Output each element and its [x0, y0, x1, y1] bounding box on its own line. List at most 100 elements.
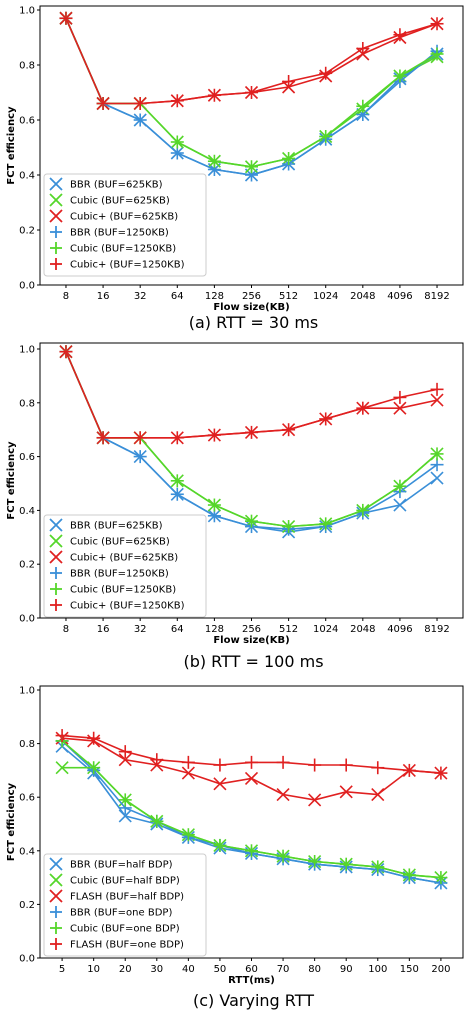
y-tick-label: 0.0	[19, 614, 35, 625]
data-point	[308, 793, 322, 807]
data-point	[356, 42, 370, 55]
data-point	[319, 130, 333, 143]
x-tick-label: 50	[214, 964, 227, 975]
panel-caption: (b) RTT = 100 ms	[183, 652, 323, 671]
data-point	[59, 345, 73, 359]
series-2	[59, 345, 444, 534]
data-point	[245, 160, 258, 174]
y-tick-label: 0.8	[19, 739, 35, 750]
x-tick-label: 256	[242, 624, 261, 635]
legend-box	[43, 514, 207, 618]
legend-marker	[49, 534, 63, 548]
data-point	[181, 828, 195, 842]
data-point	[371, 787, 385, 802]
data-point	[319, 412, 333, 426]
data-point	[282, 423, 296, 437]
data-point	[402, 763, 416, 777]
data-point	[150, 814, 164, 828]
legend-marker	[49, 177, 63, 191]
x-tick-label: 8192	[424, 291, 449, 302]
x-tick-label: 30	[150, 964, 163, 975]
series-6	[59, 11, 444, 110]
x-tick-label: 64	[171, 291, 184, 302]
data-point	[133, 97, 147, 110]
data-point	[319, 517, 333, 531]
legend-marker	[50, 599, 62, 611]
series-line	[62, 737, 441, 801]
y-tick-label: 0.0	[19, 281, 35, 292]
data-point	[282, 75, 296, 88]
legend-entry: BBR (BUF=half BDP)	[70, 860, 173, 871]
legend-entry: Cubic (BUF=1250KB)	[70, 585, 176, 596]
x-tick-label: 32	[134, 291, 147, 302]
data-point	[170, 135, 184, 149]
legend-entry: Cubic+ (BUF=1250KB)	[70, 601, 185, 612]
legend: BBR (BUF=half BDP) Cubic (BUF=half BDP) FL…	[43, 853, 207, 957]
data-point	[319, 66, 333, 80]
data-point	[393, 390, 407, 404]
data-point	[339, 758, 353, 772]
y-tick-label: 0.4	[19, 506, 35, 517]
x-tick-label: 512	[279, 291, 298, 302]
data-point	[213, 758, 227, 772]
data-point	[244, 771, 259, 786]
legend-marker	[49, 518, 63, 532]
legend-entry: FLASH (BUF=one BDP)	[70, 940, 184, 951]
data-point	[213, 777, 227, 791]
series-1	[59, 345, 444, 539]
x-tick-label: 200	[431, 964, 450, 975]
legend-box	[43, 853, 207, 957]
x-tick-label: 16	[97, 291, 110, 302]
x-tick-label: 8	[63, 291, 69, 302]
x-tick-label: 64	[171, 624, 184, 635]
y-axis-label: FCT efficiency	[6, 106, 17, 185]
legend-entry: Cubic (BUF=1250KB)	[70, 244, 176, 255]
legend-entry: Cubic (BUF=half BDP)	[70, 876, 180, 887]
x-tick-label: 20	[119, 964, 132, 975]
data-point	[282, 520, 296, 534]
legend: BBR (BUF=625KB) Cubic (BUF=625KB) Cubic+ (…	[43, 514, 207, 618]
y-tick-label: 0.2	[19, 900, 35, 911]
data-point	[245, 844, 258, 858]
data-point	[133, 113, 147, 127]
x-tick-label: 128	[205, 624, 224, 635]
legend-entry: Cubic (BUF=625KB)	[70, 537, 170, 548]
data-point	[87, 761, 101, 775]
data-point	[245, 755, 258, 769]
legend-marker	[49, 873, 63, 887]
legend-marker	[50, 567, 62, 579]
data-point	[170, 94, 184, 108]
x-tick-label: 100	[368, 964, 387, 975]
x-tick-label: 5	[59, 964, 65, 975]
data-point	[434, 766, 448, 780]
legend-marker	[50, 906, 62, 918]
data-point	[133, 450, 147, 464]
data-point	[245, 86, 258, 99]
data-point	[308, 758, 322, 772]
data-point	[282, 152, 296, 165]
x-tick-label: 8	[63, 624, 69, 635]
chart-panel-1: 0.0 0.2 0.4 0.6 0.8 1.0 8 16 32 64 128 256 512 1024 20…	[6, 5, 464, 332]
x-tick-label: 32	[134, 624, 147, 635]
x-tick-label: 10	[87, 964, 100, 975]
y-tick-label: 0.4	[19, 846, 35, 857]
data-point	[170, 431, 184, 445]
x-axis-label: Flow size(KB)	[213, 302, 289, 313]
legend-entry: Cubic+ (BUF=1250KB)	[70, 260, 185, 271]
chart-panel-2: 0.0 0.2 0.4 0.6 0.8 1.0 8 16 32 64 128 256 512 1024 20…	[6, 342, 464, 671]
data-point	[430, 393, 444, 407]
data-point	[430, 382, 444, 396]
data-point	[356, 99, 370, 113]
y-tick-label: 0.2	[19, 226, 35, 237]
y-tick-label: 0.8	[19, 61, 35, 72]
y-tick-label: 0.2	[19, 560, 35, 571]
legend-marker	[50, 583, 62, 595]
legend: BBR (BUF=625KB) Cubic (BUF=625KB) Cubic+ (…	[43, 173, 207, 277]
y-tick-label: 0.8	[19, 398, 35, 409]
x-tick-label: 512	[279, 624, 298, 635]
legend-marker	[49, 889, 63, 903]
legend-entry: FLASH (BUF=half BDP)	[70, 892, 184, 903]
x-tick-label: 4096	[387, 291, 412, 302]
series-4	[59, 345, 444, 536]
chart-panel-3: 0.0 0.2 0.4 0.6 0.8 1.0 5 10 20 30 40 50 60 70 80 90 100…	[6, 685, 464, 1010]
